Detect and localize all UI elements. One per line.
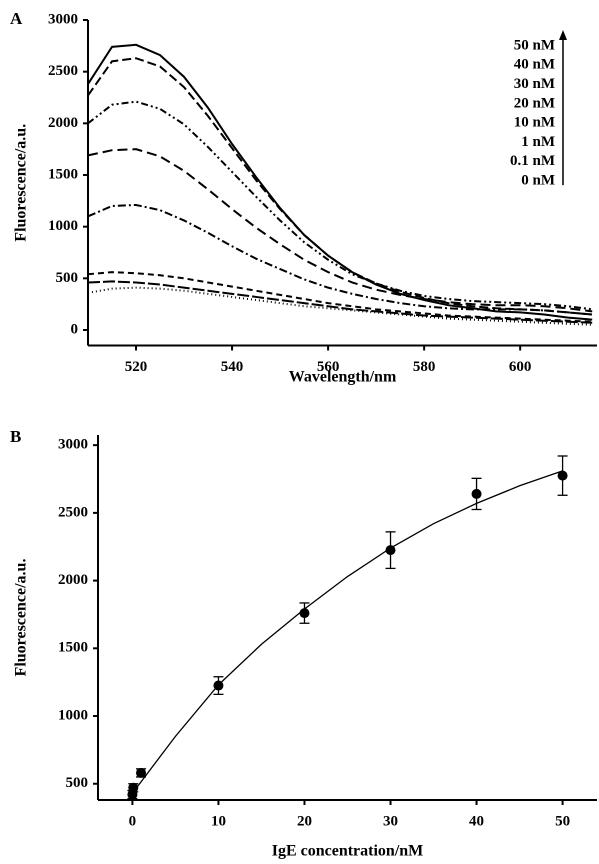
x-tick-label: 40	[469, 813, 484, 829]
y-axis-title: Fluorescence/a.u.	[13, 124, 30, 242]
y-tick-label: 500	[56, 270, 79, 286]
x-tick-label: 580	[413, 359, 436, 375]
data-point	[557, 470, 568, 481]
x-axis-title: IgE concentration/nM	[272, 843, 424, 860]
series-line	[87, 280, 593, 324]
x-tick-label: 600	[509, 359, 532, 375]
legend-entry: 0 nM	[521, 173, 555, 189]
y-tick-label: 2000	[48, 115, 78, 131]
series-line	[87, 57, 593, 316]
y-axis-title: Fluorescence/a.u.	[13, 559, 30, 677]
y-tick-label: 1000	[58, 707, 88, 723]
legend-arrowhead	[559, 30, 567, 40]
series-line	[87, 203, 593, 316]
data-point	[385, 545, 396, 556]
data-point	[299, 608, 310, 619]
x-tick-label: 10	[211, 813, 226, 829]
series-line	[87, 271, 593, 323]
data-point	[471, 488, 482, 499]
data-point	[128, 782, 139, 793]
fit-curve	[131, 470, 563, 794]
y-tick-label: 1500	[58, 640, 88, 656]
series-line	[87, 100, 593, 311]
panel-label: A	[10, 9, 23, 28]
y-tick-label: 1500	[48, 166, 78, 182]
legend-entry: 1 nM	[521, 134, 555, 150]
data-point	[136, 767, 147, 778]
x-tick-label: 20	[297, 813, 312, 829]
x-axis-title: Wavelength/nm	[289, 369, 397, 386]
y-tick-label: 3000	[48, 11, 78, 27]
x-tick-label: 50	[555, 813, 570, 829]
data-point	[213, 680, 224, 691]
series-line	[87, 286, 593, 326]
legend-entry: 0.1 nM	[510, 153, 555, 169]
legend-entry: 10 nM	[514, 115, 555, 131]
x-tick-label: 560	[317, 359, 340, 375]
y-tick-label: 2500	[58, 504, 88, 520]
legend-entry: 20 nM	[514, 95, 555, 111]
y-tick-label: 500	[66, 775, 89, 791]
y-tick-label: 3000	[58, 437, 88, 453]
x-tick-label: 30	[383, 813, 398, 829]
legend-entry: 30 nM	[514, 76, 555, 92]
y-tick-label: 1000	[48, 218, 78, 234]
y-tick-label: 2500	[48, 63, 78, 79]
panel-label: B	[10, 427, 21, 446]
y-tick-label: 0	[71, 321, 79, 337]
y-tick-label: 2000	[58, 572, 88, 588]
legend-entry: 40 nM	[514, 57, 555, 73]
series-line	[87, 148, 593, 313]
legend-entry: 50 nM	[514, 37, 555, 53]
x-tick-label: 540	[221, 359, 244, 375]
x-tick-label: 520	[125, 359, 148, 375]
x-tick-label: 0	[129, 813, 137, 829]
